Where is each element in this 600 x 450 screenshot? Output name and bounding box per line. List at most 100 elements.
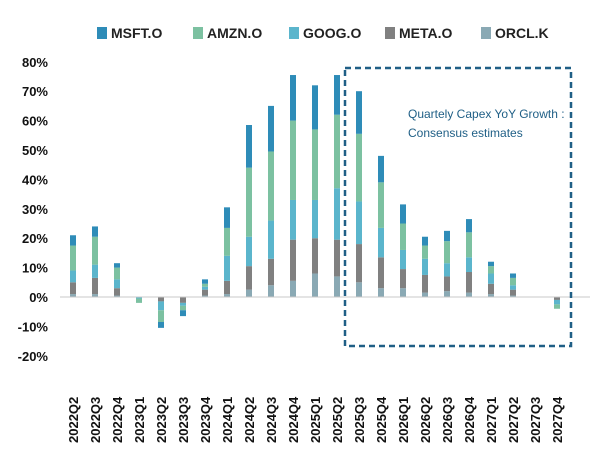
legend-swatch-msft-o (97, 27, 107, 39)
bar-segment-2022q3-msft-o (92, 226, 98, 237)
y-tick-label: -20% (18, 349, 49, 364)
x-tick-label: 2026Q3 (440, 397, 455, 443)
y-tick-label: 20% (22, 231, 48, 246)
bar-segment-2027q1-goog-o (488, 273, 494, 284)
x-tick-label: 2024Q3 (264, 397, 279, 443)
bar-segment-2023q4-msft-o (202, 279, 208, 284)
y-tick-label: -10% (18, 319, 49, 334)
bar-segment-2026q3-goog-o (444, 263, 450, 277)
bar-segment-2023q2-amzn-o (158, 310, 164, 322)
x-tick-label: 2025Q1 (308, 397, 323, 443)
x-tick-label: 2027Q2 (506, 397, 521, 443)
bar-segment-2024q2-orcl-k (246, 289, 252, 297)
x-tick-label: 2025Q2 (330, 397, 345, 443)
bar-segment-2026q3-meta-o (444, 276, 450, 292)
legend: MSFT.O AMZN.O GOOG.O META.O ORCL.K (97, 25, 549, 41)
bar-segment-2026q3-msft-o (444, 230, 450, 242)
bar-segment-2024q3-msft-o (268, 105, 274, 152)
bar-segment-2024q4-orcl-k (290, 280, 296, 297)
x-tick-label: 2024Q4 (286, 396, 301, 443)
x-tick-label: 2024Q2 (242, 397, 257, 443)
y-tick-label: 80% (22, 55, 48, 70)
y-tick-label: 10% (22, 261, 48, 276)
bar-segment-2024q1-meta-o (224, 280, 230, 295)
bar-segment-2022q4-orcl-k (114, 295, 120, 297)
legend-swatch-orcl-k (481, 27, 491, 39)
bar-segment-2027q4-amzn-o (554, 304, 560, 309)
bar-segment-2022q4-goog-o (114, 279, 120, 289)
y-tick-label: 70% (22, 84, 48, 99)
bar-segment-2025q4-meta-o (378, 257, 384, 289)
x-axis: 2022Q2 2022Q3 2022Q4 2023Q1 2023Q2 2023Q3 2023… (66, 396, 565, 443)
bar-segment-2026q4-msft-o (466, 219, 472, 233)
bar-segment-2023q1-goog-o (136, 297, 142, 299)
y-tick-label: 30% (22, 202, 48, 217)
bar-segment-2022q2-orcl-k (70, 294, 76, 297)
bar-segment-2027q1-meta-o (488, 283, 494, 295)
bar-segment-2026q3-orcl-k (444, 291, 450, 297)
bar-segment-2026q4-meta-o (466, 272, 472, 293)
x-tick-label: 2027Q4 (550, 396, 565, 443)
bar-segment-2022q3-amzn-o (92, 236, 98, 265)
forecast-box (343, 66, 573, 348)
bar-segment-2024q1-amzn-o (224, 227, 230, 256)
x-tick-label: 2026Q4 (462, 396, 477, 443)
bar-segment-2025q1-orcl-k (312, 273, 318, 297)
bar-segment-2024q3-orcl-k (268, 285, 274, 297)
bar-segment-2023q4-meta-o (202, 289, 208, 296)
bar-segment-2022q2-meta-o (70, 282, 76, 295)
bar-segment-2023q2-msft-o (158, 321, 164, 328)
bar-segment-2026q3-amzn-o (444, 241, 450, 264)
bar-segment-2027q2-orcl-k (510, 295, 516, 297)
bar-segment-2027q1-orcl-k (488, 294, 494, 297)
bar-segment-2026q1-orcl-k (400, 288, 406, 297)
y-tick-label: 50% (22, 143, 48, 158)
bar-segment-2025q3-amzn-o (356, 133, 362, 202)
x-tick-label: 2026Q2 (418, 397, 433, 443)
bar-segment-2026q1-amzn-o (400, 223, 406, 250)
legend-label-msft-o: MSFT.O (111, 25, 162, 41)
bar-segment-2027q2-meta-o (510, 289, 516, 296)
x-tick-label: 2023Q1 (132, 397, 147, 443)
bar-segment-2026q2-orcl-k (422, 292, 428, 297)
bar-segment-2024q3-meta-o (268, 258, 274, 286)
bar-segment-2023q2-goog-o (158, 301, 164, 311)
bar-segment-2027q2-amzn-o (510, 277, 516, 286)
y-tick-label: 40% (22, 172, 48, 187)
bar-segment-2022q2-goog-o (70, 270, 76, 283)
bar-segment-2026q2-msft-o (422, 236, 428, 246)
y-axis: 80% 70% 60% 50% 40% 30% 20% 10% 0% -10% -20% (18, 55, 49, 364)
x-tick-label: 2027Q3 (528, 397, 543, 443)
bar-segment-2027q2-msft-o (510, 273, 516, 278)
bar-segment-2023q3-goog-o (180, 302, 186, 306)
legend-label-orcl-k: ORCL.K (495, 25, 549, 41)
bar-segment-2025q3-meta-o (356, 244, 362, 283)
bar-segment-2025q4-goog-o (378, 227, 384, 258)
bar-segment-2024q4-goog-o (290, 199, 296, 240)
bar-segment-2025q1-meta-o (312, 238, 318, 274)
bar-segment-2025q2-msft-o (334, 75, 340, 115)
legend-label-goog-o: GOOG.O (303, 25, 361, 41)
bar-segment-2024q2-msft-o (246, 125, 252, 168)
bar-segment-2025q2-amzn-o (334, 114, 340, 189)
bar-segment-2024q4-amzn-o (290, 120, 296, 200)
bar-segment-2024q2-amzn-o (246, 167, 252, 237)
bar-segment-2025q2-meta-o (334, 239, 340, 277)
bar-segment-2026q2-meta-o (422, 274, 428, 293)
bar-segment-2025q1-goog-o (312, 199, 318, 239)
bar-segment-2023q3-amzn-o (180, 305, 186, 311)
bar-segment-2026q4-orcl-k (466, 292, 472, 297)
bar-segment-2026q4-goog-o (466, 257, 472, 273)
x-tick-label: 2022Q2 (66, 397, 81, 443)
bars (60, 75, 590, 328)
annotation: Quartely Capex YoY Growth : Consensus est… (343, 66, 573, 348)
annotation-text-line: Quartely Capex YoY Growth : (408, 107, 565, 121)
bar-segment-2025q4-orcl-k (378, 288, 384, 297)
bar-segment-2025q3-orcl-k (356, 282, 362, 297)
x-tick-label: 2023Q2 (154, 397, 169, 443)
bar-segment-2023q1-amzn-o (136, 298, 142, 303)
bar-segment-2024q3-amzn-o (268, 151, 274, 221)
x-tick-label: 2025Q4 (374, 396, 389, 443)
